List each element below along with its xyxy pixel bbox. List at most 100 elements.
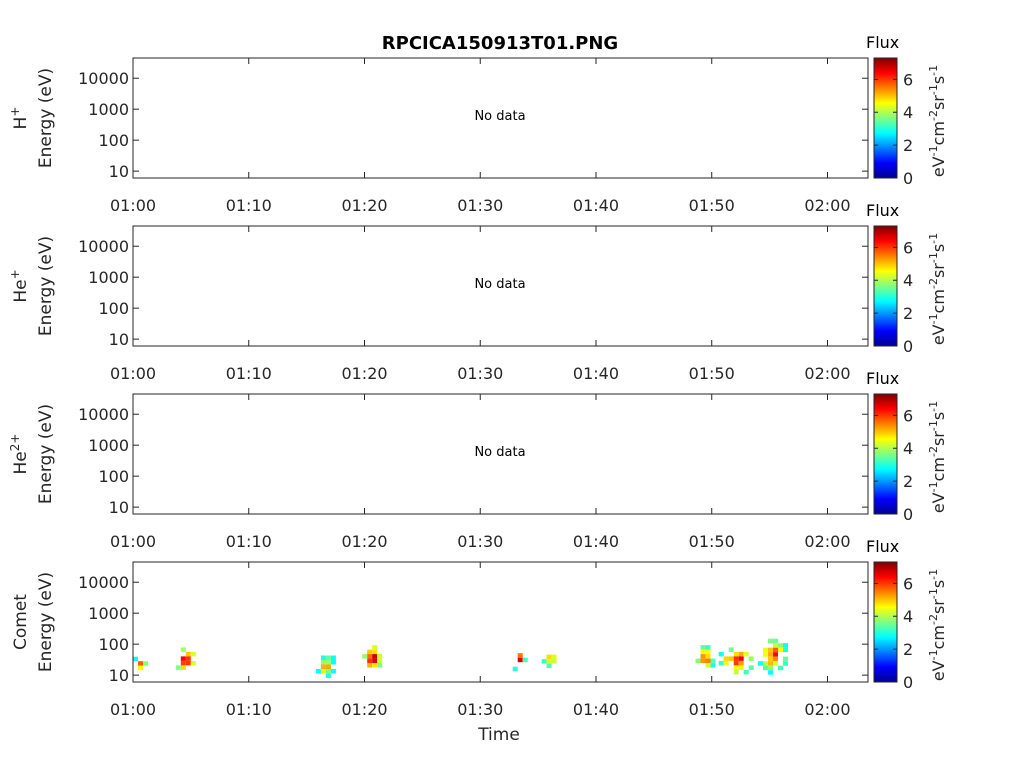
- heatmap-cell: [768, 665, 773, 671]
- y-tick-label: 1000: [88, 268, 129, 287]
- colorbar-unit: eV-1cm-2sr-1s-1: [927, 569, 948, 681]
- x-tick-label: 01:50: [689, 700, 735, 719]
- heatmap-cell: [362, 654, 368, 659]
- heatmap-cell: [546, 659, 552, 664]
- colorbar-tick-label: 0: [903, 673, 913, 692]
- colorbar: [873, 225, 898, 347]
- heatmap-cell: [743, 651, 749, 657]
- heatmap-cell: [143, 661, 148, 666]
- colorbar: [873, 393, 898, 515]
- y-tick-label: 10000: [78, 237, 129, 256]
- heatmap-cell: [710, 658, 716, 664]
- heatmap-cell: [728, 647, 734, 652]
- y-tick-label: 10000: [78, 405, 129, 424]
- x-tick-label: 01:00: [110, 364, 156, 383]
- heatmap-cell: [325, 660, 331, 665]
- plot-frame: [132, 57, 869, 179]
- heatmap-cell: [768, 638, 773, 644]
- species-name: He: [11, 451, 31, 474]
- panel-4: 01:00 01:10 01:20 01:30 01:40 01:50 02:00 10 100…: [11, 537, 948, 719]
- heatmap-cell: [320, 669, 326, 674]
- colorbar-tick-label: 6: [903, 406, 913, 425]
- colorbar-tick-label: 2: [903, 640, 913, 659]
- colorbar: [873, 561, 898, 683]
- x-tick-label: 01:00: [110, 700, 156, 719]
- colorbar-tick-label: 2: [903, 136, 913, 155]
- y-axis-label: Energy (eV): [36, 236, 56, 336]
- x-tick-label: 02:00: [804, 364, 850, 383]
- heatmap-cell: [138, 661, 143, 666]
- x-tick-label: 01:10: [226, 700, 272, 719]
- x-tick-label: 01:20: [341, 364, 387, 383]
- colorbar-tick-label: 2: [903, 472, 913, 491]
- heatmap-cell: [733, 665, 739, 670]
- heatmap-cell: [522, 657, 528, 663]
- heatmap-cell: [541, 659, 547, 664]
- panel-3: 01:00 01:10 01:20 01:30 01:40 01:50 02:00 10 100…: [8, 369, 948, 551]
- x-axis-label: Time: [477, 725, 520, 745]
- x-tick-label: 01:10: [226, 364, 272, 383]
- heatmap-cell: [367, 654, 373, 659]
- heatmap-cell: [551, 654, 557, 660]
- colorbar-tick-label: 4: [903, 607, 913, 626]
- colorbar-title: Flux: [866, 33, 899, 52]
- heatmap-cell: [763, 661, 768, 666]
- heatmap-cell: [377, 658, 383, 664]
- heatmap-cell: [377, 654, 383, 659]
- heatmap-cell: [705, 658, 711, 664]
- heatmap-cell: [700, 645, 706, 650]
- heatmap-cell: [768, 656, 773, 662]
- species-name: H: [11, 117, 31, 130]
- y-axis-label: Energy (eV): [36, 404, 56, 504]
- heatmap-cell: [728, 656, 734, 661]
- heatmap-cell: [367, 663, 373, 668]
- heatmap-cell: [325, 664, 331, 669]
- colorbar-tick-label: 2: [903, 304, 913, 323]
- heatmap-cell: [190, 651, 196, 657]
- colorbar-tick-label: 6: [903, 238, 913, 257]
- y-tick-label: 10: [109, 330, 129, 349]
- colorbar-unit: eV-1cm-2sr-1s-1: [927, 233, 948, 345]
- heatmap-cell: [738, 656, 744, 661]
- figure-title: RPCICA150913T01.PNG: [382, 33, 618, 54]
- colorbar-tick-label: 0: [903, 337, 913, 356]
- species-superscript: 2+: [8, 434, 22, 452]
- y-tick-label: 1000: [88, 436, 129, 455]
- heatmap-cell: [372, 645, 378, 650]
- species-label: He2+: [8, 434, 31, 475]
- heatmap-cell: [778, 665, 783, 671]
- heatmap-cell: [377, 663, 383, 668]
- heatmap-cell: [718, 651, 724, 657]
- heatmap-cell: [768, 652, 773, 657]
- heatmap-cell: [330, 660, 336, 665]
- x-tick-label: 02:00: [804, 532, 850, 551]
- x-tick-label: 01:30: [457, 700, 503, 719]
- x-tick-label: 02:00: [804, 196, 850, 215]
- x-tick-label: 01:50: [689, 532, 735, 551]
- heatmap-cell: [773, 643, 778, 648]
- heatmap-cell: [372, 663, 378, 668]
- heatmap-cell: [325, 655, 331, 660]
- y-tick-label: 10000: [78, 573, 129, 592]
- heatmap-cell: [738, 660, 744, 666]
- heatmap-cell: [733, 660, 739, 666]
- panel-2: 01:00 01:10 01:20 01:30 01:40 01:50 02:00 10 100…: [8, 201, 948, 383]
- heatmap-cell: [180, 660, 186, 666]
- y-tick-label: 1000: [88, 604, 129, 623]
- species-name: Comet: [11, 594, 31, 650]
- plot-frame: [132, 561, 869, 683]
- heatmap-cell: [778, 643, 783, 648]
- x-tick-label: 01:40: [573, 532, 619, 551]
- heatmap-cell: [700, 649, 706, 655]
- x-tick-label: 01:30: [457, 364, 503, 383]
- heatmap-cell: [748, 656, 754, 661]
- heatmap-cell: [185, 656, 191, 661]
- heatmap-cell: [700, 654, 706, 659]
- heatmap-cell: [133, 656, 138, 662]
- heatmap-cell: [325, 669, 331, 674]
- y-tick-label: 100: [98, 467, 129, 486]
- heatmap-cell: [705, 649, 711, 655]
- heatmap-cell: [330, 669, 336, 674]
- heatmap-cell: [180, 647, 186, 652]
- x-tick-label: 01:00: [110, 196, 156, 215]
